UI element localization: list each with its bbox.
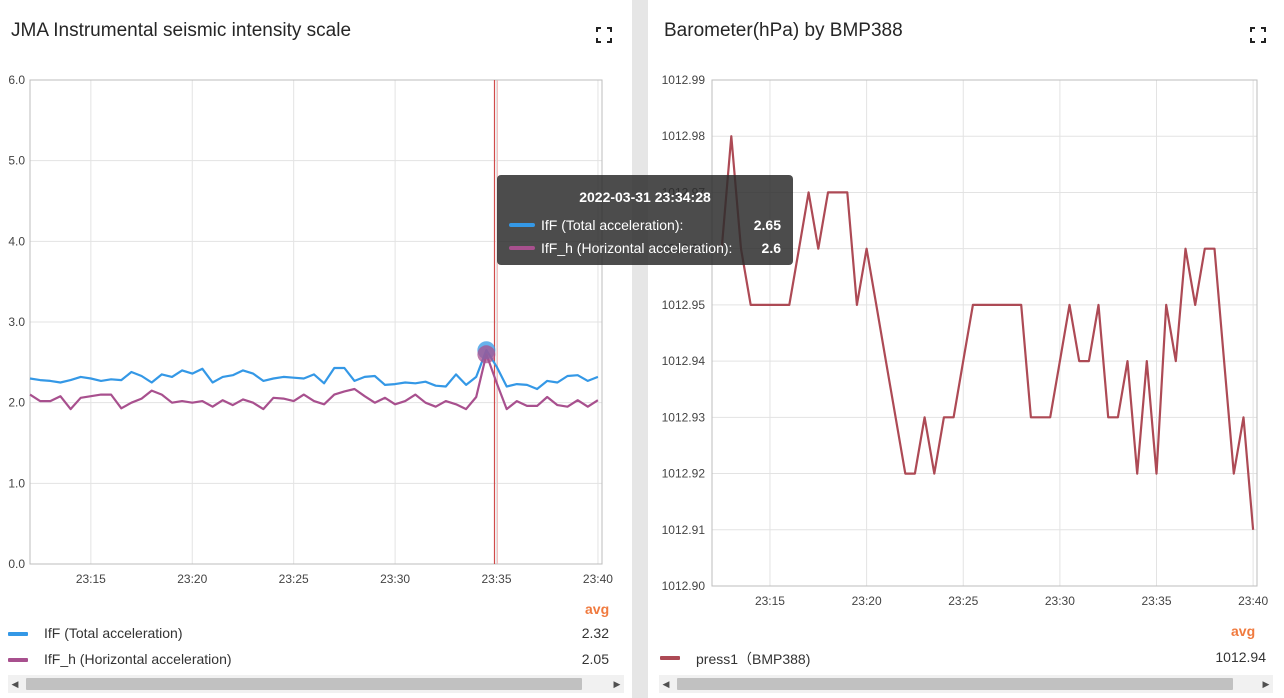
barometer-x-tick-label: 23:15 xyxy=(755,594,785,608)
seismic-y-tick-label: 1.0 xyxy=(8,476,25,490)
tooltip-swatch-iff xyxy=(509,223,535,227)
barometer-y-tick-label: 1012.98 xyxy=(662,129,706,143)
scrollbar-thumb[interactable] xyxy=(677,678,1233,690)
tooltip-value-iff-h: 2.6 xyxy=(761,240,781,256)
seismic-hover-point-1 xyxy=(477,345,496,364)
seismic-series-line-0 xyxy=(29,349,599,391)
barometer-panel: Barometer(hPa) by BMP388 1012.90 1012.91 1… xyxy=(648,0,1284,698)
tooltip-label-iff: IfF (Total acceleration): xyxy=(541,217,684,233)
barometer-y-tick-label: 1012.90 xyxy=(662,579,706,593)
barometer-y-tick-label: 1012.95 xyxy=(662,298,706,312)
tooltip-time: 2022-03-31 23:34:28 xyxy=(579,189,711,205)
barometer-x-tick-label: 23:20 xyxy=(852,594,882,608)
seismic-x-tick-label: 23:15 xyxy=(76,572,106,586)
seismic-y-tick-label: 5.0 xyxy=(8,154,25,168)
scroll-right-icon[interactable]: ▶ xyxy=(613,679,621,689)
seismic-y-tick-label: 3.0 xyxy=(8,315,25,329)
barometer-y-tick-label: 1012.99 xyxy=(662,73,706,87)
barometer-x-tick-label: 23:25 xyxy=(948,594,978,608)
barometer-line-chart[interactable]: 1012.90 1012.91 1012.92 1012.93 1012.94 1012.… xyxy=(648,0,1284,622)
barometer-x-tick-label: 23:40 xyxy=(1238,594,1268,608)
legend-avg-press1: 1012.94 xyxy=(1215,649,1266,665)
barometer-y-tick-label: 1012.91 xyxy=(662,523,706,537)
chart-tooltip: 2022-03-31 23:34:28 IfF (Total accelerat… xyxy=(497,175,793,265)
legend-swatch-iff-h xyxy=(8,658,28,662)
seismic-x-tick-label: 23:20 xyxy=(177,572,207,586)
legend-avg-iff-h: 2.05 xyxy=(581,651,609,667)
legend-label-iff: IfF (Total acceleration) xyxy=(44,625,183,641)
scroll-right-icon[interactable]: ▶ xyxy=(1262,679,1270,689)
legend-item-iff[interactable]: IfF (Total acceleration) 2.32 xyxy=(8,624,609,644)
barometer-plot-area xyxy=(711,79,1258,587)
tooltip-value-iff: 2.65 xyxy=(753,217,781,233)
fullscreen-icon[interactable] xyxy=(1249,26,1267,44)
scrollbar-thumb[interactable] xyxy=(26,678,582,690)
seismic-plot-area xyxy=(29,79,603,565)
barometer-y-tick-label: 1012.94 xyxy=(662,354,706,368)
barometer-legend-scrollbar[interactable]: ◀ ▶ xyxy=(659,675,1273,693)
legend-label-press1: press1（BMP388) xyxy=(696,651,811,667)
tooltip-row-iff-h: IfF_h (Horizontal acceleration): 2.6 xyxy=(509,239,781,259)
legend-item-iff-h[interactable]: IfF_h (Horizontal acceleration) 2.05 xyxy=(8,650,609,670)
legend-label-iff-h: IfF_h (Horizontal acceleration) xyxy=(44,651,232,667)
scroll-left-icon[interactable]: ◀ xyxy=(662,679,670,689)
seismic-x-tick-label: 23:30 xyxy=(380,572,410,586)
tooltip-label-iff-h: IfF_h (Horizontal acceleration): xyxy=(541,240,733,256)
seismic-line-chart[interactable]: 0.0 1.0 2.0 3.0 4.0 5.0 6.0 23:15 23:20 23:25 23:3… xyxy=(0,0,632,600)
barometer-avg-header: avg xyxy=(1231,623,1256,639)
seismic-y-tick-label: 6.0 xyxy=(8,73,25,87)
seismic-avg-header: avg xyxy=(585,601,610,617)
seismic-x-tick-label: 23:40 xyxy=(583,572,613,586)
legend-swatch-press1 xyxy=(660,656,680,660)
barometer-y-tick-label: 1012.93 xyxy=(662,410,706,424)
seismic-intensity-panel: JMA Instrumental seismic intensity scale… xyxy=(0,0,632,698)
tooltip-row-iff: IfF (Total acceleration): 2.65 xyxy=(509,216,781,236)
tooltip-swatch-iff-h xyxy=(509,246,535,250)
legend-avg-iff: 2.32 xyxy=(581,625,609,641)
legend-swatch-iff xyxy=(8,632,28,636)
legend-item-press1[interactable]: press1（BMP388) 1012.94 xyxy=(660,648,1266,668)
seismic-y-tick-label: 0.0 xyxy=(8,557,25,571)
seismic-series-line-1 xyxy=(29,353,599,411)
barometer-series-line-0 xyxy=(720,135,1255,530)
barometer-x-tick-label: 23:35 xyxy=(1141,594,1171,608)
seismic-chart-title: JMA Instrumental seismic intensity scale xyxy=(11,20,352,41)
barometer-x-tick-label: 23:30 xyxy=(1045,594,1075,608)
seismic-y-tick-label: 4.0 xyxy=(8,234,25,248)
barometer-chart-title: Barometer(hPa) by BMP388 xyxy=(664,20,903,41)
seismic-legend-scrollbar[interactable]: ◀ ▶ xyxy=(8,675,624,693)
scroll-left-icon[interactable]: ◀ xyxy=(11,679,19,689)
barometer-y-tick-label: 1012.92 xyxy=(662,467,706,481)
fullscreen-icon[interactable] xyxy=(595,26,613,44)
seismic-x-tick-label: 23:35 xyxy=(482,572,512,586)
seismic-y-tick-label: 2.0 xyxy=(8,396,25,410)
seismic-x-tick-label: 23:25 xyxy=(279,572,309,586)
